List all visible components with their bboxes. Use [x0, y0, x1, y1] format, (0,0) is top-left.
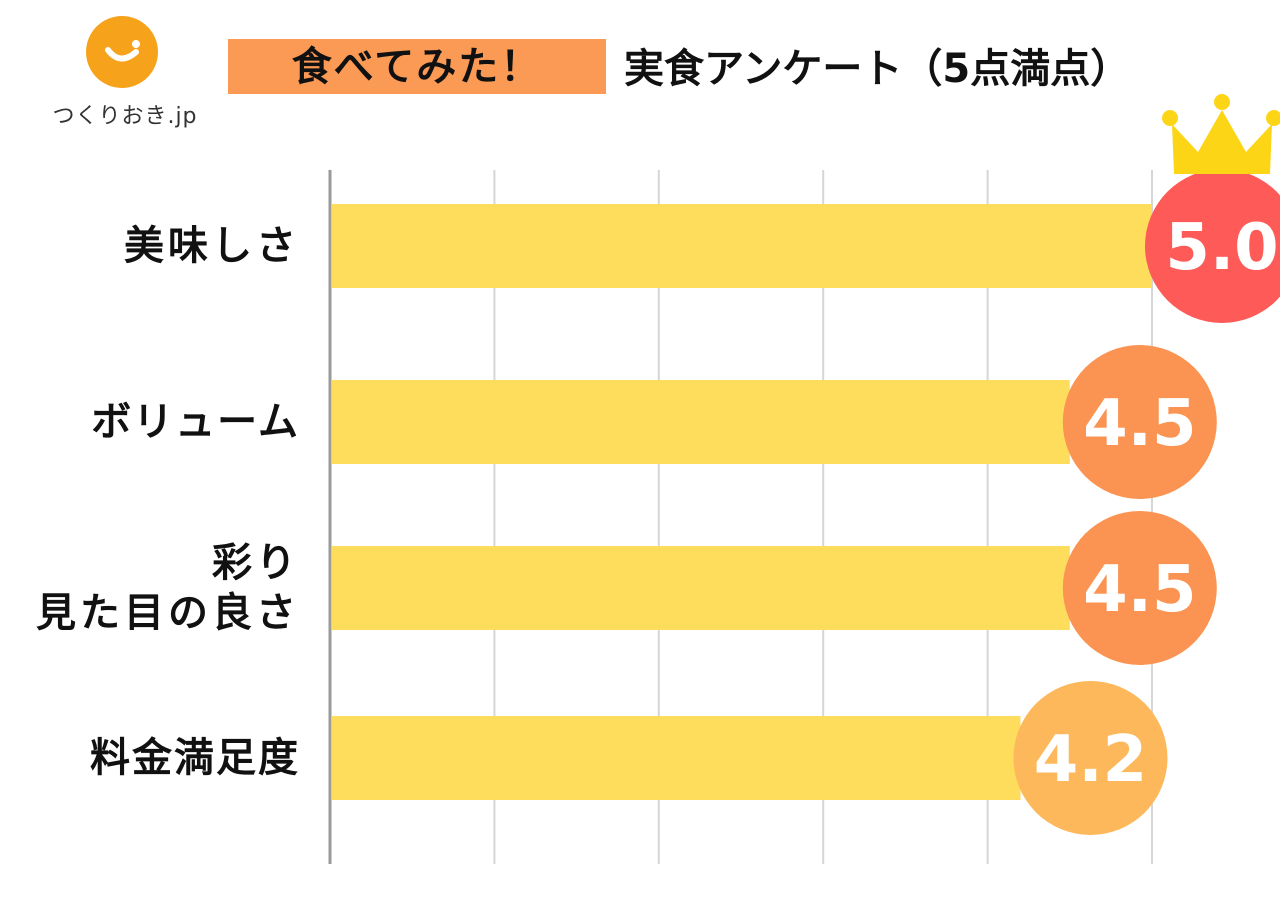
title-badge: 食べてみた！ [228, 39, 606, 94]
category-label: 料金満足度 [90, 735, 300, 781]
chart-subtitle: 実食アンケート（5点満点） [624, 46, 1131, 92]
bar [332, 204, 1152, 288]
value-badge [1062, 345, 1217, 499]
crown-icon [1162, 94, 1280, 174]
bar [332, 546, 1070, 630]
value-label: 4.2 [1034, 723, 1147, 797]
value-badge [1013, 681, 1168, 835]
logo: つくりおき.jp [30, 14, 220, 134]
chart-title: 食べてみた！ [291, 44, 543, 90]
bar [332, 716, 1021, 800]
smile-logo-icon [86, 16, 158, 88]
value-badge [1145, 169, 1280, 323]
category-label: 彩り [212, 540, 300, 586]
value-label: 5.0 [1165, 211, 1278, 285]
category-label: 見た目の良さ [36, 590, 300, 636]
category-label: 美味しさ [124, 223, 300, 269]
logo-text: つくりおき.jp [52, 104, 198, 129]
value-badge [1062, 511, 1217, 665]
bar [332, 380, 1070, 464]
value-label: 4.5 [1083, 553, 1196, 627]
value-label: 4.5 [1083, 387, 1196, 461]
category-label: ボリューム [91, 399, 300, 445]
